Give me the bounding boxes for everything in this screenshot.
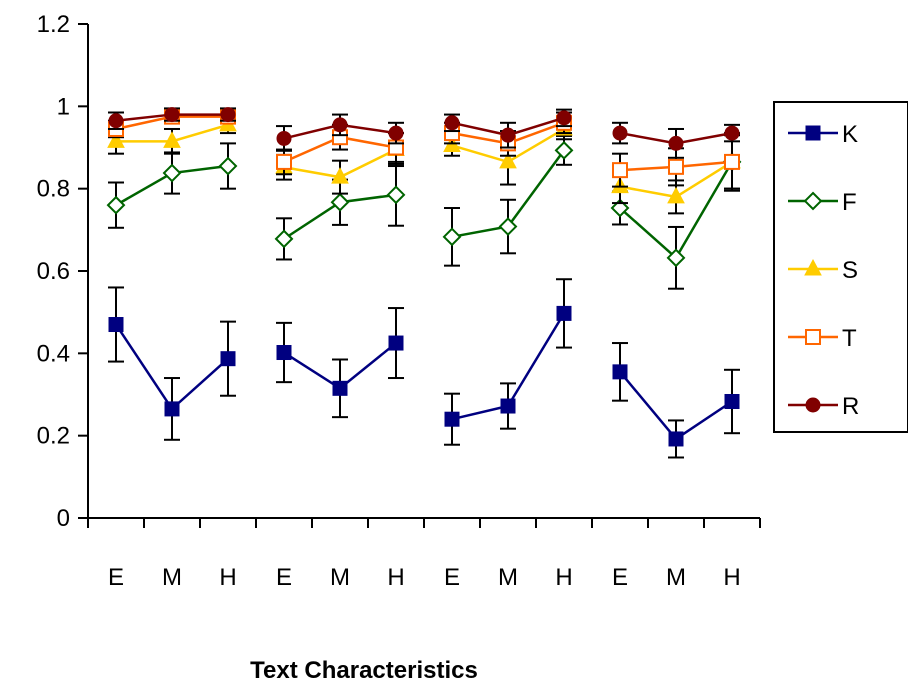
data-point — [444, 411, 460, 427]
data-point — [388, 335, 404, 351]
legend-item-R: R — [788, 393, 859, 420]
legend-marker — [805, 397, 821, 413]
x-tick-label: H — [555, 564, 572, 591]
series-K — [108, 278, 740, 459]
data-point — [724, 153, 740, 170]
data-point — [107, 131, 125, 148]
x-tick-label: H — [723, 564, 740, 591]
legend-marker — [805, 125, 821, 141]
data-point — [108, 317, 124, 333]
x-tick-label: M — [666, 564, 686, 591]
data-point — [218, 156, 238, 176]
data-point — [724, 125, 740, 141]
data-point — [330, 192, 350, 212]
legend-label: K — [842, 121, 858, 148]
data-point — [274, 229, 294, 249]
x-tick-label: E — [612, 564, 628, 591]
x-tick-label: H — [387, 564, 404, 591]
legend-item-T: T — [788, 325, 857, 352]
legend-box — [773, 101, 908, 433]
y-tick-label: 1 — [57, 93, 70, 120]
x-tick-label: H — [219, 564, 236, 591]
data-point — [556, 110, 572, 126]
legend-item-K: K — [788, 121, 858, 148]
data-point — [668, 135, 684, 151]
data-point — [164, 107, 180, 123]
data-point — [163, 131, 181, 148]
data-point — [332, 380, 348, 396]
data-point — [220, 351, 236, 367]
data-point — [162, 163, 182, 183]
data-point — [276, 345, 292, 361]
legend-label: R — [842, 393, 859, 420]
data-point — [500, 398, 516, 414]
data-point — [164, 401, 180, 417]
data-point — [500, 127, 516, 143]
y-tick-label: 0 — [57, 505, 70, 532]
data-point — [276, 130, 292, 146]
data-point — [668, 431, 684, 447]
x-tick-label: M — [498, 564, 518, 591]
data-point — [444, 115, 460, 131]
data-point — [666, 248, 686, 268]
series-layer — [106, 107, 742, 459]
legend: K F S T R — [773, 101, 908, 433]
legend-marker — [805, 329, 821, 345]
x-tick-label: M — [330, 564, 350, 591]
y-tick-label: 0.6 — [37, 258, 70, 285]
legend-label: F — [842, 189, 857, 216]
data-point — [556, 305, 572, 321]
data-point — [554, 140, 574, 160]
legend-item-S: S — [788, 257, 858, 284]
data-point — [667, 186, 685, 204]
data-point — [220, 107, 236, 123]
data-point — [331, 167, 349, 184]
series-S — [107, 114, 741, 215]
legend-marker — [803, 191, 823, 211]
y-tick-label: 1.2 — [37, 11, 70, 38]
series-F — [106, 132, 742, 290]
x-tick-label: M — [162, 564, 182, 591]
series-R — [108, 107, 740, 159]
data-point — [332, 117, 348, 133]
legend-marker — [804, 258, 822, 276]
y-tick-label: 0.8 — [37, 176, 70, 203]
legend-item-F: F — [788, 189, 857, 216]
data-point — [106, 195, 126, 215]
data-point — [108, 113, 124, 129]
legend-label: S — [842, 257, 858, 284]
data-point — [388, 125, 404, 141]
data-point — [442, 227, 462, 247]
data-point — [724, 393, 740, 409]
data-point — [499, 151, 517, 169]
data-point — [612, 364, 628, 380]
legend-label: T — [842, 325, 857, 352]
x-tick-label: E — [108, 564, 124, 591]
axes — [87, 24, 760, 519]
y-tick-label: 0.2 — [37, 423, 70, 450]
data-point — [612, 125, 628, 141]
data-point — [668, 158, 684, 175]
series-T — [108, 108, 740, 190]
data-point — [612, 162, 628, 179]
data-point — [276, 153, 292, 170]
data-point — [386, 185, 406, 205]
y-tick-label: 0.4 — [37, 340, 70, 367]
data-point — [498, 217, 518, 236]
x-tick-label: E — [444, 564, 460, 591]
x-tick-label: E — [276, 564, 292, 591]
y-axis-ticks: 0 0.2 0.4 0.6 0.8 1 1.2 — [37, 11, 88, 532]
x-axis-title: Text Characteristics — [250, 657, 478, 684]
